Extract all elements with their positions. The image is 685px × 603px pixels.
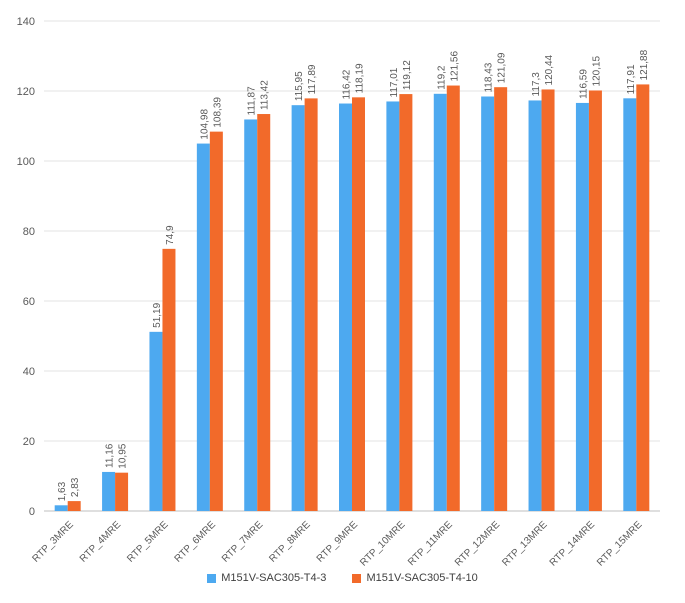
- y-tick-label: 100: [17, 156, 35, 168]
- legend: M151V-SAC305-T4-3 M151V-SAC305-T4-10: [0, 572, 685, 584]
- data-label: 10,95: [118, 443, 129, 468]
- data-label: 11,16: [105, 443, 116, 468]
- data-label: 120,15: [591, 55, 602, 86]
- bar-series-2: [304, 98, 318, 511]
- data-label: 2,83: [70, 477, 81, 497]
- bar-series-1: [575, 102, 589, 511]
- y-tick-label: 140: [17, 16, 35, 28]
- bar-series-2: [494, 87, 508, 511]
- bar-series-1: [149, 331, 163, 511]
- y-tick-label: 80: [23, 226, 35, 238]
- bar-series-2: [67, 501, 81, 511]
- y-tick-label: 0: [29, 506, 35, 518]
- legend-label-series-1: M151V-SAC305-T4-3: [221, 572, 327, 584]
- bar-series-2: [209, 131, 223, 511]
- legend-swatch-series-2: [352, 573, 362, 583]
- x-tick-label: RTP_11MRE: [406, 519, 455, 568]
- bar-series-1: [54, 505, 68, 511]
- data-label: 118,43: [484, 62, 495, 92]
- x-tick-label: RTP_3MRE: [30, 519, 76, 565]
- data-label: 74,9: [165, 225, 176, 245]
- bar-series-2: [588, 90, 602, 511]
- data-label: 1,63: [57, 481, 68, 501]
- y-tick-label: 40: [23, 366, 35, 378]
- data-label: 115,95: [294, 71, 305, 101]
- data-label: 117,3: [531, 72, 542, 97]
- y-axis-ticks: 0 20 40 60 80 100 120 140: [17, 16, 35, 518]
- data-label: 121,88: [639, 49, 650, 80]
- bar-series-1: [291, 105, 305, 512]
- bar-series-1: [244, 119, 258, 511]
- data-label: 121,56: [449, 51, 460, 82]
- x-tick-label: RTP_14MRE: [548, 519, 598, 569]
- legend-item-series-2: M151V-SAC305-T4-10: [352, 572, 478, 584]
- x-tick-label: RTP_7MRE: [220, 519, 266, 565]
- x-tick-label: RTP_6MRE: [173, 519, 219, 565]
- bar-series-1: [386, 101, 400, 511]
- x-tick-label: RTP_9MRE: [315, 519, 361, 565]
- data-label: 117,91: [626, 64, 637, 94]
- y-tick-label: 60: [23, 296, 35, 308]
- bar-series-2: [162, 248, 176, 511]
- x-tick-label: RTP_13MRE: [500, 519, 550, 569]
- data-label: 51,19: [152, 302, 163, 327]
- x-axis-ticks: RTP_3MRE RTP_4MRE RTP_5MRE RTP_6MRE RTP_7MRE…: [30, 519, 644, 569]
- data-label: 121,09: [497, 52, 508, 83]
- data-label: 104,98: [199, 109, 210, 140]
- x-tick-label: RTP_8MRE: [267, 519, 313, 565]
- data-label: 120,44: [544, 54, 555, 85]
- data-label: 108,39: [212, 97, 223, 128]
- bar-series-2: [636, 84, 650, 512]
- bar-series-1: [528, 100, 542, 511]
- data-label: 116,42: [342, 69, 353, 99]
- bar-series-1: [481, 96, 495, 512]
- legend-swatch-series-1: [207, 573, 217, 583]
- y-tick-label: 120: [17, 86, 35, 98]
- legend-item-series-1: M151V-SAC305-T4-3: [207, 572, 326, 584]
- data-label: 117,89: [307, 64, 318, 94]
- data-label: 116,59: [578, 69, 589, 99]
- x-tick-label: RTP_10MRE: [358, 519, 408, 569]
- bar-series-2: [541, 89, 555, 512]
- x-tick-label: RTP_15MRE: [595, 519, 645, 569]
- data-label: 119,12: [402, 60, 413, 90]
- bar-series-1: [623, 98, 637, 511]
- bar-series-2: [399, 94, 413, 511]
- data-labels: 1,63 2,83 11,16 10,95 51,19 74,9 104,98 108,39 1…: [57, 49, 650, 501]
- bar-series-2: [446, 85, 460, 511]
- x-tick-label: RTP_12MRE: [453, 519, 503, 569]
- y-tick-label: 20: [23, 436, 35, 448]
- data-label: 118,19: [355, 63, 366, 93]
- bar-series-1: [196, 143, 210, 511]
- bar-series-1: [433, 93, 447, 512]
- bar-series-2: [257, 114, 271, 511]
- bar-series-1: [339, 103, 352, 511]
- bar-series-1: [102, 471, 116, 511]
- data-label: 111,87: [247, 86, 258, 116]
- bar-series-2: [352, 97, 365, 512]
- data-label: 119,2: [436, 65, 447, 90]
- bars: [54, 84, 650, 512]
- x-tick-label: RTP_5MRE: [125, 519, 171, 565]
- x-tick-label: RTP_4MRE: [78, 519, 124, 565]
- data-label: 113,42: [260, 80, 271, 110]
- data-label: 117,01: [389, 67, 400, 97]
- legend-label-series-2: M151V-SAC305-T4-10: [366, 572, 478, 584]
- bar-series-2: [115, 472, 129, 511]
